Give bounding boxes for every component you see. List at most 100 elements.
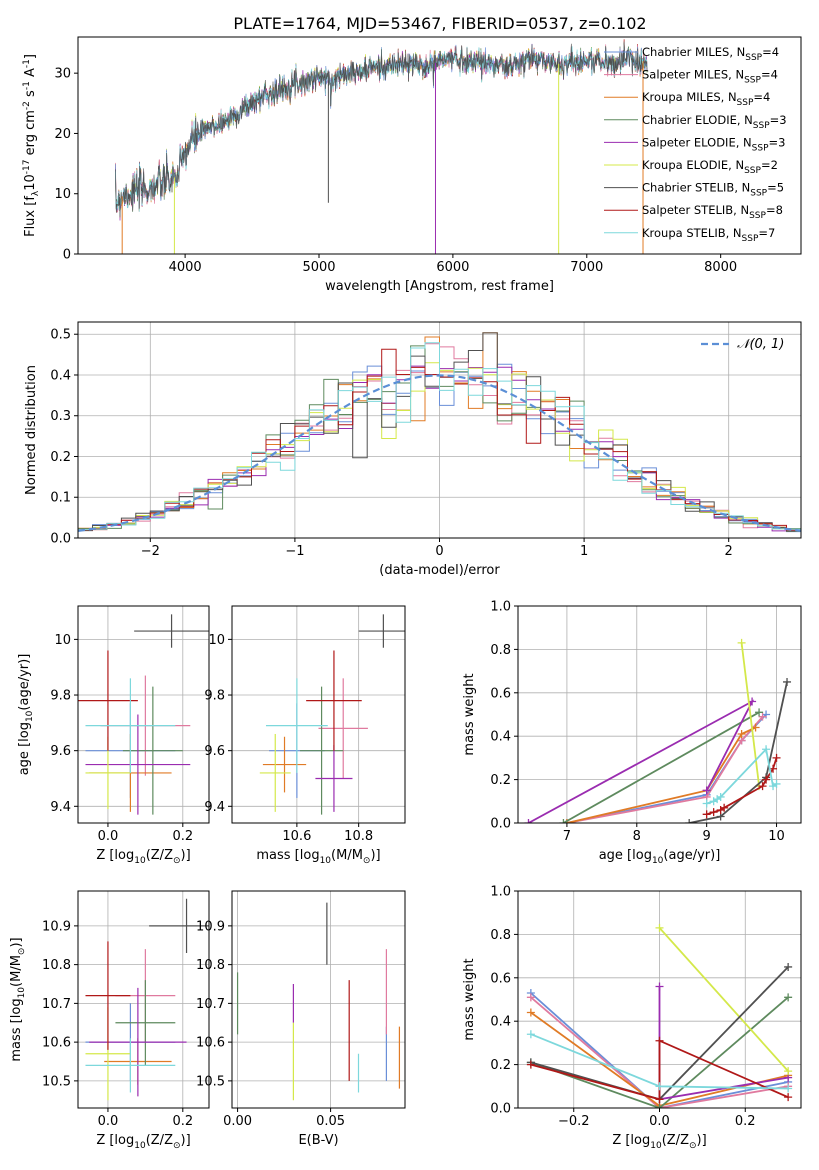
weight-line bbox=[530, 992, 789, 1108]
x-tick-label: 4000 bbox=[169, 260, 202, 275]
weight-marker bbox=[737, 730, 746, 739]
legend-label: Salpeter MILES, NSSP=4 bbox=[642, 68, 778, 86]
y-tick-label: 0.4 bbox=[490, 730, 511, 745]
y-tick-label: 10 bbox=[208, 633, 225, 648]
weight-marker bbox=[758, 712, 767, 721]
weight-marker bbox=[784, 1067, 793, 1076]
x-tick-label: 9 bbox=[703, 829, 711, 844]
legend-label: Salpeter STELIB, NSSP=8 bbox=[642, 203, 783, 221]
legend-label: Salpeter ELODIE, NSSP=3 bbox=[642, 135, 785, 153]
weight-line bbox=[530, 996, 789, 1108]
normal-curve bbox=[78, 374, 801, 532]
weight-marker bbox=[755, 708, 764, 717]
weight-marker bbox=[758, 782, 767, 791]
axes-frame bbox=[77, 605, 210, 824]
y-tick-label: 0.0 bbox=[50, 532, 71, 547]
histogram-step bbox=[78, 342, 801, 533]
spectrum-line bbox=[115, 41, 648, 218]
x-tick-label: 0.2 bbox=[172, 1114, 193, 1129]
x-axis-label: (data-model)/error bbox=[379, 563, 500, 578]
x-tick-label: 7000 bbox=[570, 260, 603, 275]
x-tick-label: 6000 bbox=[436, 260, 469, 275]
y-tick-label: 0.0 bbox=[490, 817, 511, 832]
y-tick-label: 0.2 bbox=[50, 450, 71, 465]
weight-line bbox=[740, 642, 760, 787]
axes-frame bbox=[231, 890, 406, 1109]
y-tick-label: 20 bbox=[54, 127, 71, 142]
y-tick-label: 10.9 bbox=[42, 919, 71, 934]
plot-area-weights_vs_Z bbox=[526, 923, 793, 1108]
weight-marker bbox=[762, 775, 771, 784]
y-axis-label: Flux [fλ10-17 erg cm-2 s-1 A-1] bbox=[22, 54, 41, 237]
x-tick-label: 0.05 bbox=[316, 1114, 345, 1129]
x-axis-label: mass [log10(M/M⊙)] bbox=[256, 848, 380, 866]
y-tick-label: 30 bbox=[54, 67, 71, 82]
weight-marker bbox=[720, 803, 729, 812]
weight-marker bbox=[655, 1036, 664, 1045]
x-tick-label: −0.2 bbox=[558, 1114, 590, 1129]
x-axis-label: age [log10(age/yr)] bbox=[599, 848, 721, 866]
weight-marker bbox=[524, 819, 533, 823]
legend-label: Chabrier STELIB, NSSP=5 bbox=[642, 181, 784, 199]
y-tick-label: 0.4 bbox=[50, 368, 71, 383]
y-tick-label: 10 bbox=[54, 187, 71, 202]
y-tick-label: 1.0 bbox=[490, 885, 511, 900]
plot-area-age_vs_Z bbox=[78, 614, 209, 815]
weight-marker bbox=[526, 1030, 535, 1039]
y-tick-label: 9.8 bbox=[204, 689, 225, 704]
weight-marker bbox=[737, 638, 746, 647]
x-tick-label: 0.0 bbox=[98, 829, 119, 844]
x-tick-label: 0.00 bbox=[223, 1114, 252, 1129]
y-tick-label: 0.5 bbox=[50, 328, 71, 343]
weight-marker bbox=[702, 786, 711, 795]
plot-area-spectrum bbox=[115, 39, 648, 254]
weight-line bbox=[528, 699, 755, 823]
weight-marker bbox=[559, 819, 568, 823]
plot-area-weights_vs_age bbox=[524, 638, 792, 823]
legend-label: Kroupa STELIB, NSSP=7 bbox=[642, 226, 775, 244]
x-tick-label: 5000 bbox=[302, 260, 335, 275]
plot-area-age_vs_mass bbox=[259, 614, 405, 815]
weight-marker bbox=[784, 1093, 793, 1102]
y-tick-label: 10.9 bbox=[196, 919, 225, 934]
y-tick-label: 10.5 bbox=[196, 1074, 225, 1089]
weight-line bbox=[566, 726, 756, 823]
y-tick-label: 10.6 bbox=[196, 1036, 225, 1051]
y-tick-label: 0.3 bbox=[50, 409, 71, 424]
plot-area-mass_vs_EBV bbox=[236, 902, 401, 1101]
legend-label: Kroupa MILES, NSSP=4 bbox=[642, 90, 770, 108]
y-axis-label: mass weight bbox=[462, 958, 477, 1040]
weight-marker bbox=[702, 810, 711, 819]
weight-line bbox=[562, 711, 760, 823]
x-axis-label: Z [log10(Z/Z⊙)] bbox=[96, 848, 190, 866]
x-tick-label: −1 bbox=[285, 544, 304, 559]
x-tick-label: 8000 bbox=[704, 260, 737, 275]
y-tick-label: 9.8 bbox=[50, 689, 71, 704]
weight-line bbox=[566, 716, 764, 823]
y-tick-label: 10.8 bbox=[42, 958, 71, 973]
weight-marker bbox=[685, 819, 694, 823]
weight-marker bbox=[526, 993, 535, 1002]
x-tick-label: 7 bbox=[563, 829, 571, 844]
x-tick-label: −2 bbox=[141, 544, 160, 559]
y-tick-label: 0.2 bbox=[490, 773, 511, 788]
y-tick-label: 10.7 bbox=[42, 997, 71, 1012]
y-tick-label: 0.6 bbox=[490, 686, 511, 701]
y-tick-label: 0.4 bbox=[490, 1015, 511, 1030]
weight-marker bbox=[655, 1082, 664, 1091]
y-tick-label: 9.6 bbox=[50, 744, 71, 759]
y-tick-label: 10.5 bbox=[42, 1074, 71, 1089]
weight-line bbox=[530, 1039, 789, 1101]
legend-label: Chabrier MILES, NSSP=4 bbox=[642, 45, 779, 63]
x-axis-label: Z [log10(Z/Z⊙)] bbox=[612, 1133, 706, 1151]
y-axis-label: age [log10(age/yr)] bbox=[17, 654, 35, 776]
weight-marker bbox=[784, 993, 793, 1002]
y-tick-label: 10.8 bbox=[196, 958, 225, 973]
x-axis-label: wavelength [Angstrom, rest frame] bbox=[325, 279, 554, 294]
x-axis-label: E(B-V) bbox=[298, 1133, 338, 1148]
weight-marker bbox=[783, 677, 792, 686]
weight-line bbox=[689, 681, 788, 823]
figure-title: PLATE=1764, MJD=53467, FIBERID=0537, z=0… bbox=[233, 14, 646, 33]
axes-frame bbox=[77, 36, 802, 255]
